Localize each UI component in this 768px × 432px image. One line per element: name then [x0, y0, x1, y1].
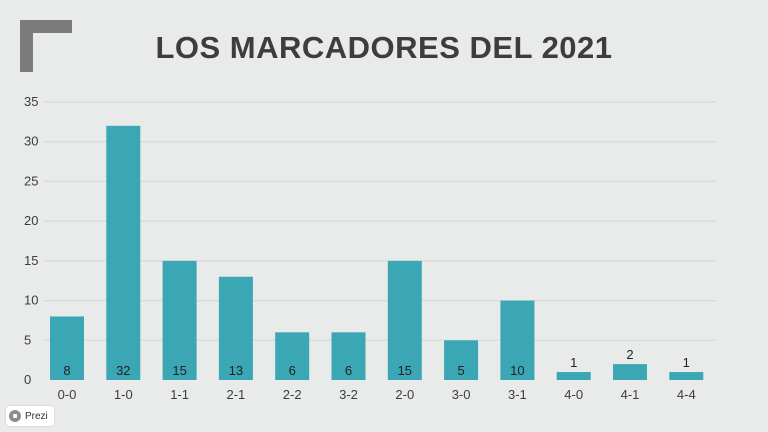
y-tick-label: 30 [24, 134, 38, 149]
chart-title: LOS MARCADORES DEL 2021 [155, 30, 613, 65]
corner-bracket-horizontal [20, 20, 72, 33]
bar [500, 300, 535, 380]
corner-bracket-decoration [20, 20, 72, 72]
data-label: 32 [116, 363, 130, 378]
y-tick-label: 5 [24, 332, 31, 347]
bar [50, 316, 84, 380]
x-tick-label: 1-0 [114, 387, 133, 402]
x-tick-label: 4-1 [621, 387, 640, 402]
prezi-logo-icon [9, 410, 21, 422]
bar [106, 125, 141, 380]
data-label: 2 [626, 347, 633, 362]
bar [275, 332, 310, 380]
y-tick-label: 35 [24, 94, 38, 109]
y-tick-label: 25 [24, 173, 38, 188]
x-tick-label: 0-0 [58, 387, 77, 402]
x-tick-label: 3-2 [339, 387, 358, 402]
x-tick-label: 4-4 [677, 387, 696, 402]
y-tick-label: 10 [24, 293, 38, 308]
data-label: 1 [683, 355, 690, 370]
data-label: 1 [570, 355, 577, 370]
x-tick-label: 2-0 [395, 387, 414, 402]
bar [162, 260, 197, 380]
x-tick-label: 3-0 [452, 387, 471, 402]
data-label: 5 [457, 363, 464, 378]
x-tick-label: 3-1 [508, 387, 527, 402]
x-tick-label: 1-1 [170, 387, 189, 402]
data-label: 6 [345, 363, 352, 378]
x-tick-label: 4-0 [564, 387, 583, 402]
x-tick-label: 2-2 [283, 387, 302, 402]
corner-bracket-vertical [20, 20, 33, 72]
x-tick-label: 2-1 [227, 387, 246, 402]
y-tick-label: 15 [24, 253, 38, 268]
bar [444, 340, 479, 380]
y-tick-label: 20 [24, 213, 38, 228]
data-label: 15 [398, 363, 412, 378]
prezi-badge[interactable]: Prezi [6, 406, 54, 426]
bar [218, 276, 253, 380]
bar [387, 260, 422, 380]
prezi-badge-label: Prezi [25, 410, 48, 422]
data-label: 13 [229, 363, 243, 378]
bar [556, 372, 591, 380]
data-label: 15 [172, 363, 186, 378]
bar [613, 364, 647, 380]
data-label: 6 [289, 363, 296, 378]
bar [331, 332, 366, 380]
data-label: 10 [510, 363, 524, 378]
y-tick-label: 0 [24, 372, 31, 387]
bar [669, 372, 704, 380]
data-label: 8 [63, 363, 70, 378]
